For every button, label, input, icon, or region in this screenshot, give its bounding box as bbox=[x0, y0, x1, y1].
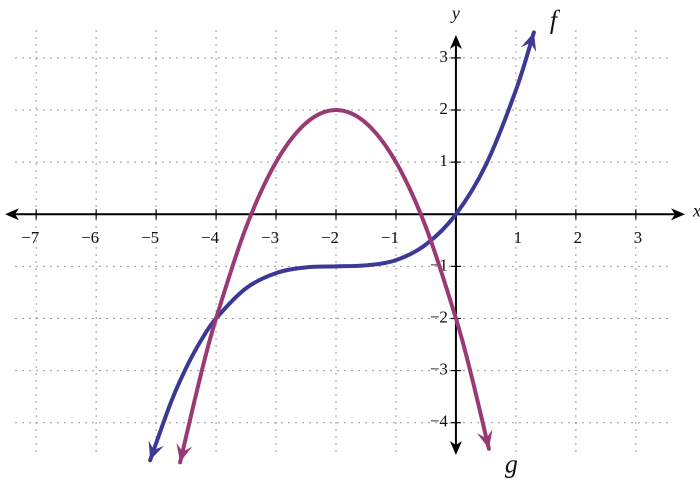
curve-arrow bbox=[176, 442, 193, 463]
x-tick-label: −6 bbox=[81, 228, 99, 247]
y-tick-label: 3 bbox=[439, 47, 448, 66]
x-tick-label: −2 bbox=[321, 228, 339, 247]
x-tick-label: −4 bbox=[201, 228, 220, 247]
x-tick-label: 1 bbox=[514, 228, 523, 247]
y-tick-label: −3 bbox=[430, 359, 448, 378]
y-tick-label: 1 bbox=[439, 151, 448, 170]
curve-arrow bbox=[476, 429, 493, 449]
y-tick-label: 2 bbox=[439, 99, 448, 118]
x-tick-label: −7 bbox=[21, 228, 40, 247]
series-label: g bbox=[505, 450, 518, 479]
y-axis-label: y bbox=[450, 3, 460, 23]
x-tick-label: −5 bbox=[141, 228, 159, 247]
curve-arrow bbox=[148, 440, 164, 461]
axis-arrow bbox=[671, 208, 685, 221]
x-tick-label: −1 bbox=[381, 228, 399, 247]
curve bbox=[178, 108, 491, 465]
axis-arrow bbox=[449, 441, 462, 455]
x-tick-label: 3 bbox=[634, 228, 643, 247]
y-tick-label: −2 bbox=[430, 307, 448, 326]
y-tick-label: −4 bbox=[430, 412, 449, 431]
series-label: f bbox=[550, 5, 561, 34]
curve-arrow bbox=[520, 32, 537, 52]
axis-arrow bbox=[449, 35, 462, 49]
x-tick-label: 2 bbox=[574, 228, 583, 247]
x-axis-label: x bbox=[692, 200, 700, 220]
curve bbox=[148, 30, 536, 463]
x-tick-label: −3 bbox=[261, 228, 279, 247]
axis-arrow bbox=[5, 208, 19, 221]
